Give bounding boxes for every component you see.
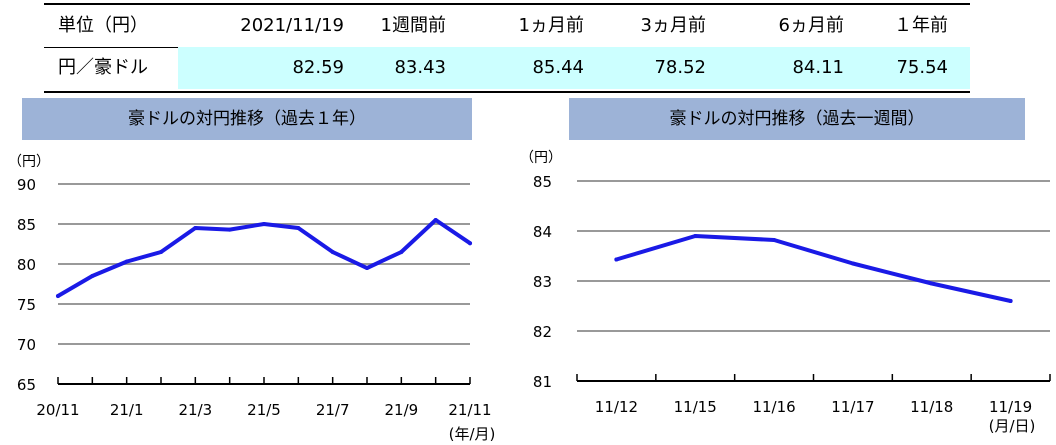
y-tick-label: 81 (533, 373, 552, 391)
data-point (365, 266, 369, 270)
x-tick-label: 21/5 (247, 401, 281, 419)
x-tick-label: 11/17 (831, 398, 874, 416)
y-tick-label: 90 (17, 176, 36, 194)
data-point (90, 274, 95, 278)
data-point (124, 259, 129, 264)
y-axis-unit: （円） (8, 154, 50, 170)
value-1year: 75.54 (896, 57, 948, 78)
x-tick-label: 21/9 (384, 401, 418, 419)
x-tick-label: 21/1 (110, 401, 144, 419)
data-point (772, 238, 777, 242)
x-tick-label: 11/19 (989, 398, 1032, 416)
y-tick-label: 85 (17, 216, 36, 234)
header-unit: 単位（円） (58, 15, 148, 36)
header-date: 2021/11/19 (240, 15, 344, 36)
header-1year: １年前 (894, 15, 948, 36)
y-tick-label: 85 (533, 173, 552, 191)
data-point (330, 250, 335, 254)
value-3month: 78.52 (654, 57, 706, 78)
y-tick-label: 84 (533, 223, 552, 241)
data-point (614, 257, 619, 262)
x-tick-label: 11/16 (752, 398, 795, 416)
header-1week: 1週間前 (380, 15, 446, 36)
header-3month: 3ヵ月前 (640, 15, 706, 36)
header-1month: 1ヵ月前 (518, 15, 584, 36)
data-point (262, 222, 266, 226)
table-row: 円／豪ドル 82.59 83.43 85.44 78.52 84.11 75.5… (44, 47, 970, 89)
data-point (296, 226, 301, 230)
data-point (929, 281, 934, 286)
y-tick-label: 75 (17, 296, 36, 314)
rate-table: 単位（円） 2021/11/19 1週間前 1ヵ月前 3ヵ月前 6ヵ月前 １年前… (44, 3, 970, 93)
x-tick-label: 11/12 (595, 398, 638, 416)
x-tick-label: 21/11 (448, 401, 491, 419)
y-tick-label: 80 (17, 256, 36, 274)
value-current: 82.59 (292, 57, 344, 78)
data-point (433, 218, 438, 222)
chart-title-week: 豪ドルの対円推移（過去一週間） (569, 98, 1025, 140)
x-tick-label: 11/18 (910, 398, 953, 416)
x-tick-label: 21/7 (316, 401, 350, 419)
x-tick-label: 11/15 (674, 398, 717, 416)
value-6month: 84.11 (792, 57, 844, 78)
y-tick-label: 83 (533, 273, 552, 291)
value-1week: 83.43 (394, 57, 446, 78)
data-point (159, 250, 163, 254)
series-line-year (56, 218, 472, 298)
row-label: 円／豪ドル (58, 57, 148, 78)
series-line-week (614, 234, 1013, 303)
data-point (468, 241, 472, 246)
data-point (399, 250, 404, 254)
data-point (850, 261, 855, 266)
y-tick-label: 82 (533, 323, 552, 341)
x-axis-unit: (月/日) (989, 417, 1036, 435)
data-point (1008, 299, 1013, 303)
value-1month: 85.44 (532, 57, 584, 78)
header-6month: 6ヵ月前 (778, 15, 844, 36)
chart-title-year: 豪ドルの対円推移（過去１年） (22, 98, 472, 140)
data-point (693, 234, 698, 238)
data-point (193, 226, 198, 230)
x-tick-label: 20/11 (36, 401, 79, 419)
data-point (227, 227, 232, 232)
value-highlight (178, 47, 970, 89)
data-point (56, 294, 60, 298)
y-tick-label: 65 (17, 376, 36, 394)
y-tick-label: 70 (17, 336, 36, 354)
x-axis-unit: (年/月) (449, 425, 496, 443)
x-tick-label: 21/3 (178, 401, 212, 419)
y-axis-unit: （円） (520, 150, 562, 166)
